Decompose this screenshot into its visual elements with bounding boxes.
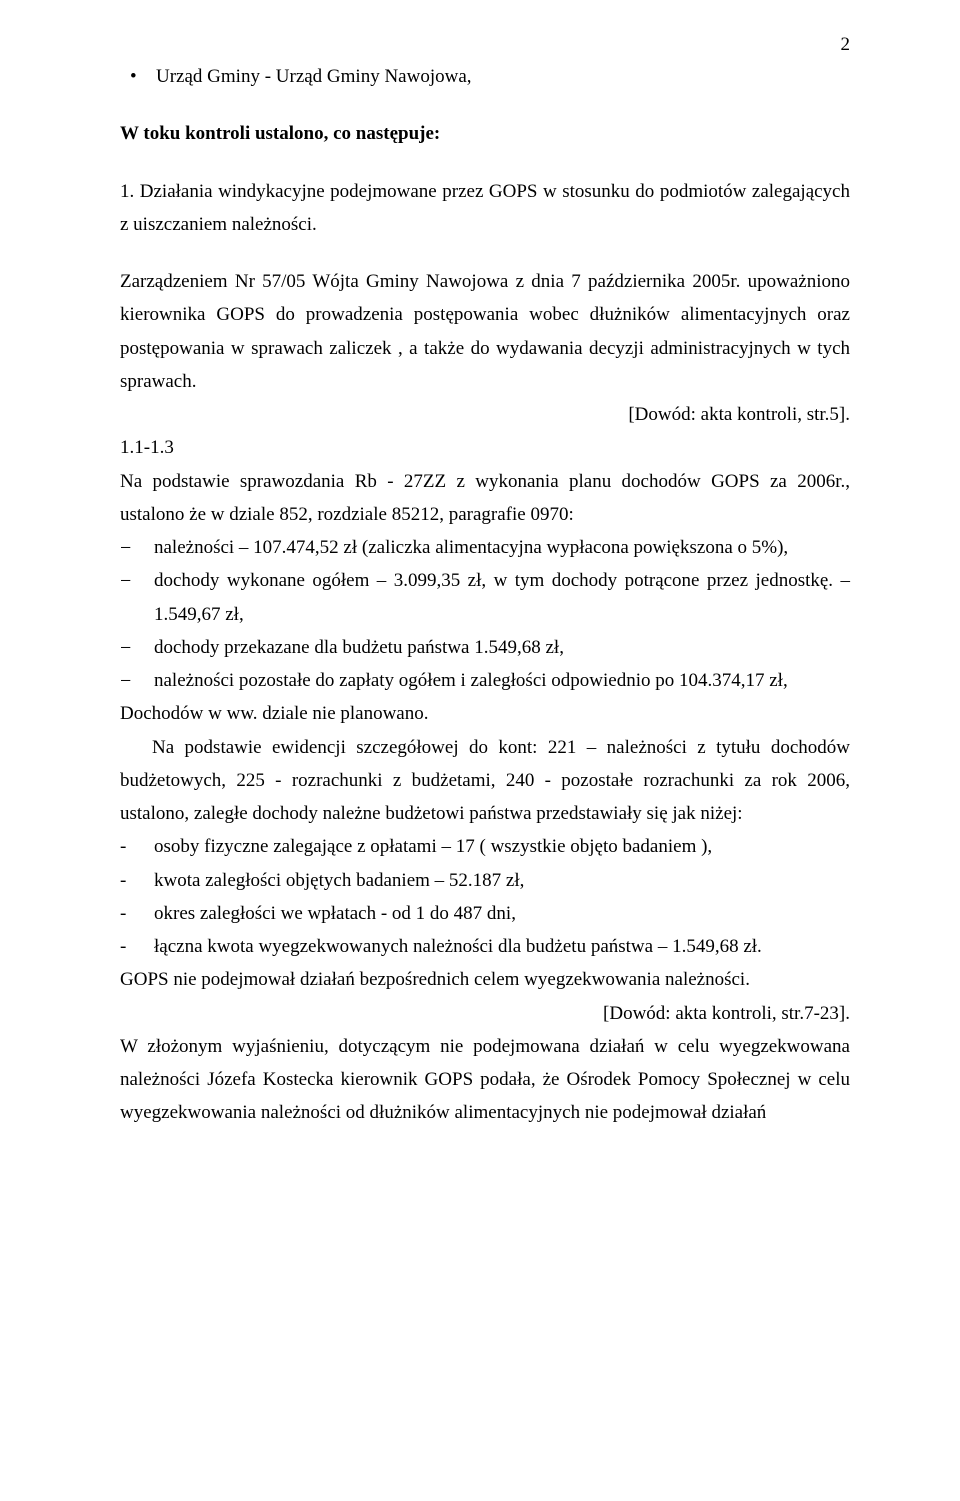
list-item: należności – 107.474,52 zł (zaliczka ali…: [120, 531, 850, 564]
list-item: należności pozostałe do zapłaty ogółem i…: [120, 664, 850, 697]
list-item: okres zaległości we wpłatach - od 1 do 4…: [120, 897, 850, 930]
list-item-text: należności – 107.474,52 zł (zaliczka ali…: [154, 537, 788, 558]
paragraph: GOPS nie podejmował działań bezpośrednic…: [120, 963, 850, 996]
paragraph: 1. Działania windykacyjne podejmowane pr…: [120, 175, 850, 242]
paragraph: Zarządzeniem Nr 57/05 Wójta Gminy Nawojo…: [120, 265, 850, 398]
list-item-text: dochody przekazane dla budżetu państwa 1…: [154, 637, 564, 658]
list-item: dochody wykonane ogółem – 3.099,35 zł, w…: [120, 564, 850, 631]
list-item-text: osoby fizyczne zalegające z opłatami – 1…: [154, 836, 712, 857]
list-item-text: należności pozostałe do zapłaty ogółem i…: [154, 670, 788, 691]
list-item-text: kwota zaległości objętych badaniem – 52.…: [154, 870, 524, 891]
bullet-text: Urząd Gminy - Urząd Gminy Nawojowa,: [156, 66, 472, 87]
document-page: 2 Urząd Gminy - Urząd Gminy Nawojowa, W …: [0, 0, 960, 1501]
bullet-item: Urząd Gminy - Urząd Gminy Nawojowa,: [120, 60, 850, 93]
list-item-text: łączna kwota wyegzekwowanych należności …: [154, 936, 762, 957]
dash-list: należności – 107.474,52 zł (zaliczka ali…: [120, 531, 850, 697]
list-item: kwota zaległości objętych badaniem – 52.…: [120, 864, 850, 897]
paragraph: Na podstawie sprawozdania Rb - 27ZZ z wy…: [120, 465, 850, 532]
paragraph: Na podstawie ewidencji szczegółowej do k…: [120, 731, 850, 831]
list-item-text: dochody wykonane ogółem – 3.099,35 zł, w…: [154, 570, 850, 624]
dash-list: osoby fizyczne zalegające z opłatami – 1…: [120, 830, 850, 963]
list-item: osoby fizyczne zalegające z opłatami – 1…: [120, 830, 850, 863]
list-item: dochody przekazane dla budżetu państwa 1…: [120, 631, 850, 664]
evidence-reference: [Dowód: akta kontroli, str.7-23].: [120, 997, 850, 1030]
paragraph: W złożonym wyjaśnieniu, dotyczącym nie p…: [120, 1030, 850, 1130]
list-item-text: okres zaległości we wpłatach - od 1 do 4…: [154, 903, 516, 924]
list-item: łączna kwota wyegzekwowanych należności …: [120, 930, 850, 963]
section-number: 1.1-1.3: [120, 431, 850, 464]
section-heading: W toku kontroli ustalono, co następuje:: [120, 117, 850, 150]
paragraph: Dochodów w ww. dziale nie planowano.: [120, 697, 850, 730]
evidence-reference: [Dowód: akta kontroli, str.5].: [120, 398, 850, 431]
page-number: 2: [841, 28, 851, 61]
